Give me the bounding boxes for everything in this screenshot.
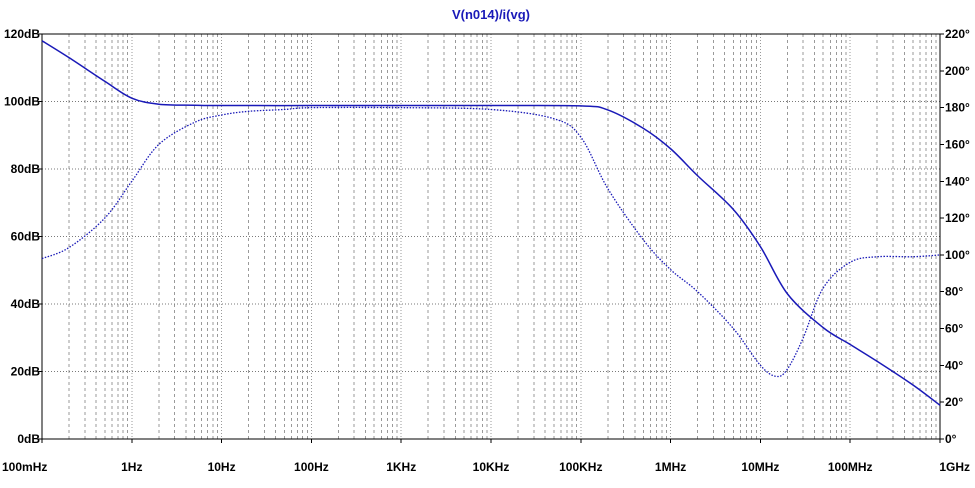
x-tick-label: 10KHz	[473, 460, 510, 474]
x-tick-label: 10Hz	[208, 460, 236, 474]
x-tick-label: 100KHz	[559, 460, 602, 474]
x-tick-label: 10MHz	[741, 460, 779, 474]
x-tick-label: 100MHz	[828, 460, 873, 474]
y-right-tick-label: 200°	[945, 64, 970, 78]
tick-marks	[38, 33, 944, 443]
y-right-tick-label: 180°	[945, 101, 970, 115]
y-left-tick-label: 0dB	[17, 432, 40, 446]
y-right-tick-label: 100°	[945, 248, 970, 262]
y-right-tick-label: 60°	[945, 322, 963, 336]
y-right-tick-label: 80°	[945, 285, 963, 299]
y-left-tick-label: 60dB	[11, 230, 41, 244]
x-tick-label: 100Hz	[294, 460, 329, 474]
y-left-tick-label: 20dB	[11, 365, 41, 379]
y-right-tick-label: 20°	[945, 395, 963, 409]
y-left-tick-label: 100dB	[4, 95, 40, 109]
magnitude-trace	[41, 40, 941, 406]
y-right-tick-label: 160°	[945, 137, 970, 151]
y-right-tick-label: 140°	[945, 174, 970, 188]
phase-trace	[41, 106, 941, 378]
y-right-tick-label: 40°	[945, 358, 963, 372]
x-tick-label: 1MHz	[655, 460, 686, 474]
y-right-tick-label: 120°	[945, 211, 970, 225]
x-tick-label: 1Hz	[121, 460, 142, 474]
x-tick-label: 1KHz	[386, 460, 416, 474]
x-tick-label: 100mHz	[2, 460, 47, 474]
x-tick-label: 1GHz	[939, 460, 970, 474]
chart-title: V(n014)/i(vg)	[452, 7, 530, 22]
y-left-tick-label: 80dB	[11, 162, 41, 176]
y-left-tick-label: 40dB	[11, 297, 41, 311]
y-right-tick-label: 0°	[945, 432, 957, 446]
y-right-tick-label: 220°	[945, 27, 970, 41]
y-left-tick-label: 120dB	[4, 27, 40, 41]
grid-lines	[41, 33, 941, 440]
